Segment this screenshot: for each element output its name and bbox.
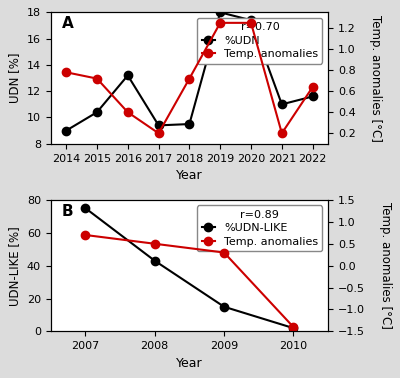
Y-axis label: UDN-LIKE [%]: UDN-LIKE [%] <box>8 226 21 305</box>
Y-axis label: UDN [%]: UDN [%] <box>8 53 21 103</box>
Y-axis label: Temp. anomalies [°C]: Temp. anomalies [°C] <box>379 202 392 329</box>
Legend: %UDN-LIKE, Temp. anomalies: %UDN-LIKE, Temp. anomalies <box>197 206 322 251</box>
X-axis label: Year: Year <box>176 357 203 370</box>
Text: A: A <box>62 16 74 31</box>
Text: B: B <box>62 204 74 219</box>
Legend: %UDN, Temp. anomalies: %UDN, Temp. anomalies <box>197 18 322 64</box>
Y-axis label: Temp. anomalies [°C]: Temp. anomalies [°C] <box>370 15 382 141</box>
X-axis label: Year: Year <box>176 169 203 182</box>
